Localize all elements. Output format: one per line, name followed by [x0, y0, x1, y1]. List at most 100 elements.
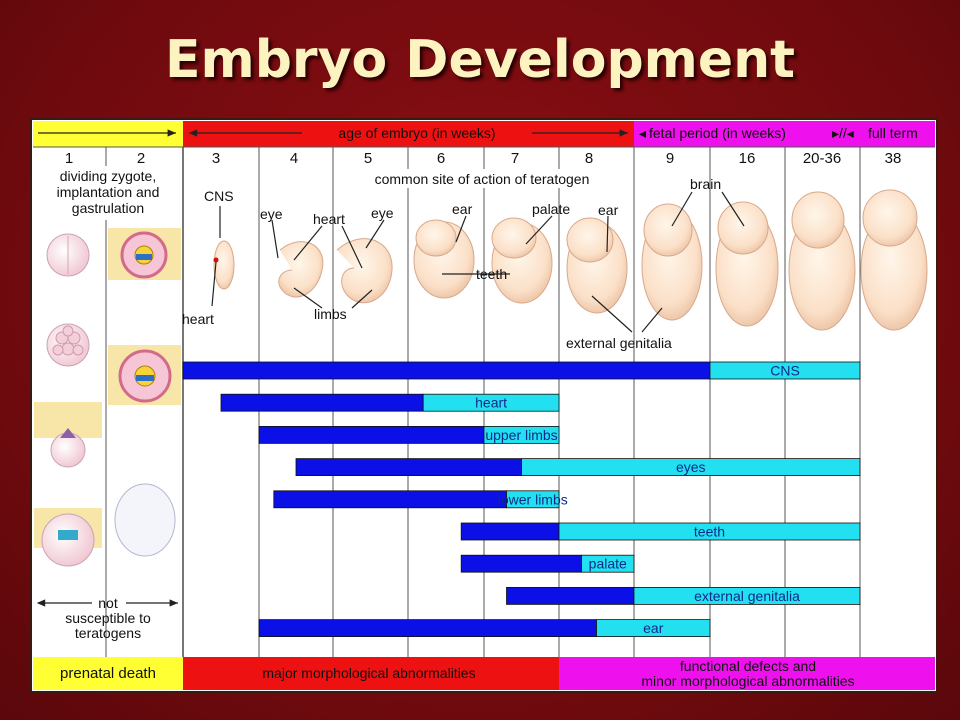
bar-major-ear [258, 619, 597, 638]
label-external-genitalia: external genitalia [566, 335, 672, 351]
embryo-week-5 [336, 238, 393, 304]
bar-minor-teeth [558, 522, 861, 541]
morula-cells [52, 325, 84, 356]
week-label: 1 [65, 150, 73, 167]
bar-major-upper-limbs [258, 425, 485, 444]
label-heart-week3: heart [182, 311, 214, 327]
callout-lines [211, 191, 745, 333]
footer-functional-defects [559, 657, 935, 690]
early-stage-label: dividing zygote, implantation and gastru… [57, 168, 160, 216]
week-numbers: 1 2 3 4 5 6 7 8 9 16 20-36 38 [65, 150, 902, 167]
embryo-illustrations [213, 189, 928, 331]
teratogen-note: common site of action of teratogen [375, 171, 590, 187]
embryo-week-8-head [566, 217, 614, 263]
early-stage-line: gastrulation [72, 200, 144, 216]
label-ear-week8: ear [598, 202, 619, 218]
bar-minor-eyes [521, 458, 861, 477]
week-label: 3 [212, 150, 220, 167]
week-label: 7 [511, 150, 519, 167]
label-eye-week5: eye [371, 205, 394, 221]
bar-minor-palate [581, 554, 635, 573]
bar-major-lower-limbs [273, 490, 507, 509]
early-stage-line: dividing zygote, [60, 168, 157, 184]
bar-label-eyes: eyes [676, 459, 706, 475]
blastocyst [50, 432, 86, 468]
week-label: 16 [739, 150, 756, 167]
label-brain: brain [690, 176, 721, 192]
embryonic-disc [58, 530, 78, 540]
label-ear-week6: ear [452, 201, 473, 217]
bar-major-cns [182, 361, 711, 380]
not-susceptible-line: susceptible to [65, 610, 151, 626]
header-yellow-band [33, 121, 183, 147]
implantation-2-disc [136, 375, 154, 381]
chorionic-sac [114, 483, 176, 557]
bar-minor-ear [596, 619, 711, 638]
bar-major-palate [460, 554, 582, 573]
bar-label-heart: heart [475, 395, 507, 411]
embryo-week-6-head [415, 219, 457, 257]
week-label: 20-36 [803, 150, 841, 167]
bar-label-ear: ear [643, 620, 664, 636]
bar-major-eyes [295, 458, 522, 477]
label-heart: heart [313, 211, 345, 227]
not-susceptible-line: not [98, 595, 118, 611]
embryo-week-3-heart [213, 257, 219, 263]
break-glyph: ▸//◂ [832, 125, 854, 141]
fetus-week-16-head [717, 201, 769, 255]
bar-label-cns: CNS [770, 363, 800, 379]
organ-labels: CNS heart eye heart eye limbs ear teeth … [182, 176, 721, 351]
embryo-period-label: age of embryo (in weeks) [338, 125, 495, 141]
bar-minor-external-genitalia [633, 586, 861, 605]
arrow-left-glyph: ◂ [639, 125, 646, 141]
bar-minor-lower-limbs [506, 490, 560, 509]
bar-minor-cns [709, 361, 861, 380]
embryo-week-3 [213, 240, 235, 290]
bar-major-heart [220, 393, 424, 412]
early-stage-label-bg [42, 166, 177, 220]
embryo-week-4 [278, 241, 324, 298]
early-stage-illustrations [34, 228, 181, 567]
bar-label-lower-limbs: lower limbs [498, 491, 568, 507]
week-label: 6 [437, 150, 445, 167]
implantation-1-disc [136, 254, 152, 260]
prenatal-death-label: prenatal death [60, 665, 156, 682]
full-term-label: full term [868, 125, 918, 141]
footer-prenatal-death [33, 657, 183, 690]
inner-cell-mass [60, 428, 76, 438]
early-stage-line: implantation and [57, 184, 160, 200]
week-label: 9 [666, 150, 674, 167]
not-susceptible-note: not susceptible to teratogens [65, 595, 151, 641]
week-label: 2 [137, 150, 145, 167]
bar-label-teeth: teeth [694, 524, 725, 540]
bar-minor-heart [422, 393, 560, 412]
embryo-period-label-bg [302, 123, 532, 142]
bar-label-palate: palate [589, 556, 627, 572]
functional-defects-line-2: minor morphological abnormalities [641, 673, 854, 689]
teratogen-note-bg [338, 169, 628, 188]
bar-minor-upper-limbs [483, 425, 560, 444]
diagram-canvas: age of embryo (in weeks) ◂ fetal period … [33, 121, 935, 690]
bar-label-upper-limbs: upper limbs [485, 427, 557, 443]
not-susceptible-line: teratogens [75, 625, 141, 641]
header-magenta-band [634, 121, 935, 147]
week-label: 4 [290, 150, 298, 167]
functional-defects-line-1: functional defects and [680, 658, 816, 674]
week-label: 5 [364, 150, 372, 167]
label-limbs: limbs [314, 306, 347, 322]
slide-title: Embryo Development [165, 30, 795, 90]
week-label: 38 [885, 150, 902, 167]
label-palate: palate [532, 201, 570, 217]
fetus-week-20-36-head [791, 191, 845, 249]
label-eye-week4: eye [260, 206, 283, 222]
week-label: 8 [585, 150, 593, 167]
bar-label-external-genitalia: external genitalia [694, 588, 800, 604]
embryo-week-7-head [491, 217, 537, 259]
label-teeth: teeth [476, 266, 507, 282]
major-abnormalities-label: major morphological abnormalities [262, 665, 475, 681]
sensitivity-bars: CNS heart upper limbs eyes lower limbs teeth p… [182, 361, 861, 638]
embryo-development-diagram: age of embryo (in weeks) ◂ fetal period … [30, 118, 938, 693]
fetus-week-38-head [862, 189, 918, 247]
bar-major-teeth [460, 522, 560, 541]
footer-major-abnormalities [183, 657, 559, 690]
